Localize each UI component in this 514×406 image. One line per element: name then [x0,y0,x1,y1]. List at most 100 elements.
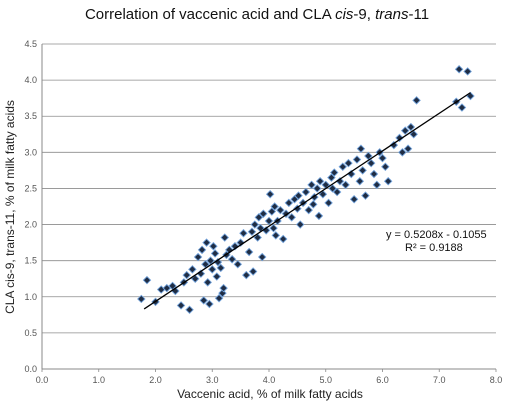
chart-title-text: Correlation of vaccenic acid and CLA [84,6,336,23]
data-point [270,202,279,211]
y-tick-label: 3.5 [24,111,37,121]
data-point [190,274,200,283]
data-point [406,122,416,132]
data-point [457,103,467,112]
data-point [137,294,146,304]
data-point [203,278,212,287]
chart-title: Correlation of vaccenic acid and CLA cis… [0,6,514,23]
data-point [454,65,464,74]
data-point [250,220,260,229]
data-point [309,200,318,209]
axes [41,44,497,372]
data-point [304,205,313,215]
data-point [372,180,382,190]
data-point [361,191,370,200]
data-point [244,247,254,257]
data-point [254,213,264,222]
data-point [358,166,367,175]
data-point [220,233,229,242]
data-point [227,254,237,264]
y-tick-label: 0.0 [24,364,37,374]
r-squared-label: R² = 0.9188 [405,242,463,254]
data-point [212,272,222,281]
data-point [332,187,342,197]
chart-title-text-mid: -9, [353,6,376,23]
tick-labels: 0.0 0.5 1.0 1.5 2.0 2.5 3.0 3.5 4.0 4.5 0.0 1.0 2.0 3… [24,39,502,385]
x-tick-label: 0.0 [36,375,49,385]
y-tick-label: 1.0 [24,292,37,302]
data-point [315,176,325,186]
data-point [344,158,353,168]
data-point [176,301,186,310]
y-tick-label: 1.5 [24,256,37,266]
data-point [327,173,336,182]
data-point [463,67,472,76]
data-points [137,65,475,315]
chart-title-text-suffix: -11 [408,6,430,23]
data-point [395,133,404,143]
x-tick-label: 6.0 [376,375,389,385]
data-point [389,140,399,150]
data-point [278,234,288,244]
x-tick-label: 4.0 [263,375,276,385]
data-point [349,195,359,204]
data-point [314,211,324,221]
data-point [284,198,294,208]
y-tick-label: 2.0 [24,220,37,230]
data-point [265,189,275,199]
data-point [310,192,319,202]
data-point [330,168,339,177]
data-point [193,252,203,262]
data-point [188,265,197,274]
data-point [403,144,413,153]
data-point [324,198,333,208]
data-point [294,191,303,200]
data-point [264,216,274,226]
data-point [259,209,268,218]
data-point [209,241,218,251]
data-point [356,144,366,153]
data-point [269,223,278,233]
data-point [242,270,251,280]
data-point [202,238,211,247]
data-point [366,158,376,168]
x-axis-label: Vaccenic acid, % of milk fatty acids [177,387,363,401]
y-tick-label: 0.5 [24,328,37,338]
data-point [182,270,191,280]
data-point [352,155,362,164]
data-point [248,267,258,276]
data-point [400,126,410,135]
data-point [267,207,277,216]
data-point [257,252,267,262]
data-point [381,162,390,172]
x-tick-label: 8.0 [490,375,503,385]
data-point [301,187,311,197]
data-point [409,130,418,139]
data-point [233,260,243,269]
data-point [369,169,379,179]
data-point [162,283,172,293]
data-point [341,180,350,190]
data-point [271,231,281,240]
data-point [247,227,257,237]
trendline-equation: y = 0.5208x - 0.1055 [386,229,487,241]
x-tick-label: 2.0 [149,375,162,385]
data-point [383,176,393,186]
data-point [307,180,316,190]
data-point [355,176,365,186]
data-point [208,265,217,274]
data-point [313,184,322,193]
data-point [210,249,220,258]
data-point [412,96,421,105]
x-tick-label: 7.0 [433,375,446,385]
gridlines [42,43,496,334]
data-point [378,153,387,163]
data-point [253,233,262,242]
y-tick-label: 2.5 [24,183,37,193]
data-point [199,296,208,305]
data-point [328,184,337,193]
data-point [197,245,207,255]
data-point [295,220,305,229]
y-tick-label: 4.5 [24,39,37,49]
